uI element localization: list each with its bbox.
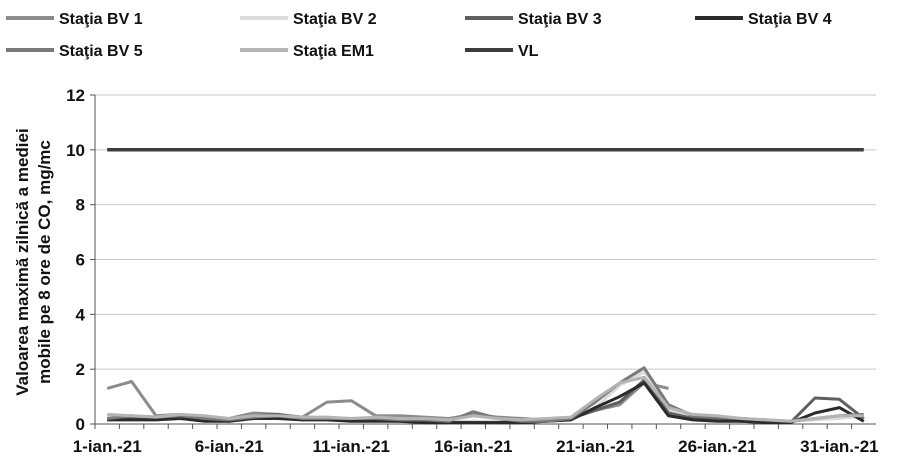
legend-label-7: VL xyxy=(518,43,539,60)
series-group xyxy=(106,148,865,425)
y-tick-label: 10 xyxy=(66,141,85,160)
legend-label-4: Staţia BV 4 xyxy=(748,11,832,28)
y-tick-label: 4 xyxy=(76,305,86,324)
y-tick-label: 0 xyxy=(76,415,85,434)
x-axis: 1-ian.-21 6-ian.-21 11-ian.-21 16-ian.-21 21… xyxy=(73,423,879,456)
legend: Staţia BV 1 Staţia BV 2 Staţia BV 3 Staţia … xyxy=(6,11,832,60)
x-tick-label: 11-ian.-21 xyxy=(313,437,391,456)
y-axis-label-line-2: mobile pe 8 ore de CO, mg/mc xyxy=(35,140,54,384)
y-axis-label-line-1: Valoarea maximă zilnică a mediei xyxy=(13,128,32,395)
y-tick-label: 8 xyxy=(76,196,85,215)
y-tick-label: 12 xyxy=(66,86,85,105)
legend-label-2: Staţia BV 2 xyxy=(293,11,377,28)
x-tick-label: 26-ian.-21 xyxy=(678,437,756,456)
y-tick-label: 2 xyxy=(76,360,85,379)
x-tick-label: 31-ian.-21 xyxy=(800,437,878,456)
series-line-5 xyxy=(107,366,864,423)
x-tick-label: 1-ian.-21 xyxy=(73,437,142,456)
legend-label-3: Staţia BV 3 xyxy=(518,11,602,28)
x-tick-label: 21-ian.-21 xyxy=(556,437,634,456)
legend-label-1: Staţia BV 1 xyxy=(59,11,143,28)
series-line-6 xyxy=(107,375,864,423)
legend-label-5: Staţia BV 5 xyxy=(59,43,143,60)
legend-label-6: Staţia EM1 xyxy=(293,43,374,60)
y-axis: 0 2 4 6 8 10 12 xyxy=(66,86,96,434)
x-tick-label: 16-ian.-21 xyxy=(434,437,512,456)
gridlines xyxy=(95,94,876,370)
x-tick-label: 6-ian.-21 xyxy=(195,437,264,456)
y-tick-label: 6 xyxy=(76,251,85,270)
